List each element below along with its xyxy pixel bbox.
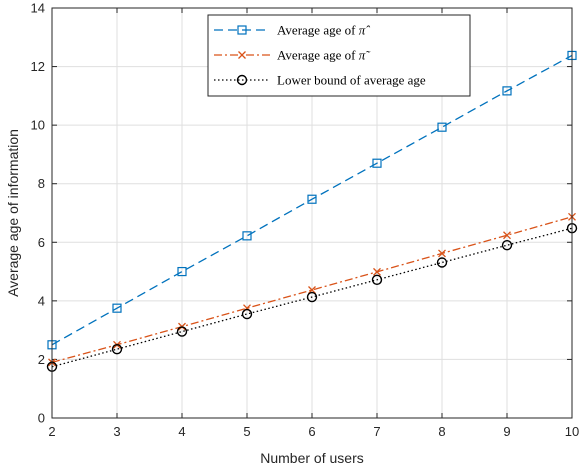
data-point — [436, 257, 448, 268]
y-tick-label: 12 — [31, 59, 45, 74]
series-line — [51, 227, 573, 368]
data-point — [502, 86, 512, 96]
x-tick-label: 3 — [113, 424, 120, 439]
legend-label: Lower bound of average age — [277, 73, 426, 88]
y-tick-label: 6 — [38, 235, 45, 250]
data-point — [373, 267, 381, 276]
y-tick-label: 10 — [31, 118, 45, 133]
data-point — [503, 231, 511, 240]
legend-label-text: Average age of — [277, 23, 359, 38]
x-tick-label: 7 — [373, 424, 380, 439]
legend-label-symbol: π̂ — [359, 23, 371, 38]
data-point — [306, 291, 318, 303]
data-point — [242, 231, 252, 241]
data-point — [307, 194, 317, 204]
x-tick-label: 10 — [565, 424, 579, 439]
y-axis-title: Average age of information — [5, 129, 21, 297]
legend-label: Average age of π̂ — [277, 23, 370, 38]
legend-item: Lower bound of average age — [214, 73, 426, 88]
x-tick-label: 6 — [308, 424, 315, 439]
data-point — [112, 303, 122, 313]
legend-marker — [238, 51, 246, 59]
x-tick-label: 4 — [178, 424, 185, 439]
data-point — [177, 266, 187, 277]
y-tick-label: 14 — [31, 1, 45, 16]
data-point — [437, 122, 447, 132]
data-point — [241, 308, 253, 320]
series-line — [51, 216, 573, 363]
data-point — [372, 158, 382, 168]
x-tick-label: 5 — [243, 424, 250, 439]
x-tick-label: 9 — [503, 424, 510, 439]
legend-label: Average age of π̃ — [277, 48, 371, 63]
y-tick-label: 2 — [38, 352, 45, 367]
x-tick-label: 8 — [438, 424, 445, 439]
data-point — [501, 240, 513, 251]
data-point — [371, 274, 383, 285]
data-point — [111, 343, 123, 355]
legend-item: Average age of π̂ — [214, 23, 370, 38]
plot-frame — [51, 7, 573, 419]
data-point — [438, 249, 446, 258]
y-tick-label: 0 — [38, 411, 45, 426]
y-tick-label: 8 — [38, 176, 45, 191]
y-tick-label: 4 — [38, 293, 45, 308]
x-axis-title: Number of users — [260, 450, 363, 466]
series-line — [51, 54, 573, 346]
data-point — [308, 286, 316, 294]
legend-marker — [236, 74, 248, 86]
data-point — [176, 326, 188, 337]
legend: Average age of π̂ Average age of π̃ Lower … — [207, 14, 471, 97]
x-tick-label: 2 — [48, 424, 55, 439]
legend-marker — [237, 25, 247, 35]
legend-label-text: Lower bound of average age — [277, 73, 426, 88]
legend-label-text: Average age of — [277, 48, 359, 63]
